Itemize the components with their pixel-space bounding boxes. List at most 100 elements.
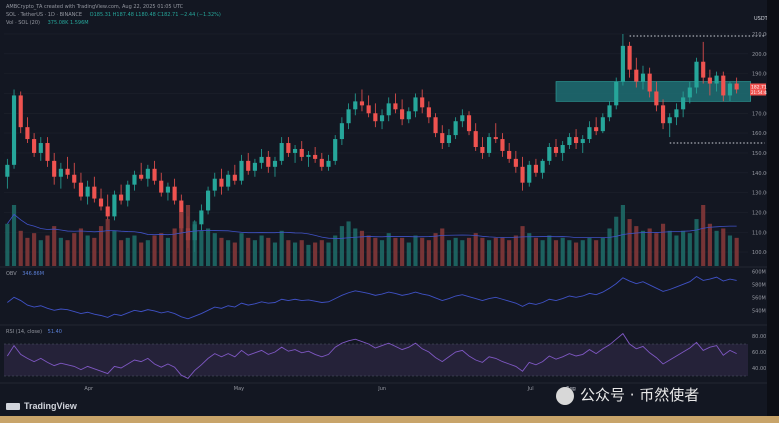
- candle-body: [125, 184, 130, 201]
- candle-body: [634, 69, 639, 82]
- volume-bar: [520, 226, 525, 266]
- rsi-tick-label: 80.00: [752, 334, 766, 340]
- volume-bar: [701, 205, 706, 266]
- volume-bar: [165, 237, 171, 266]
- candle-body: [547, 146, 552, 161]
- volume-bar: [426, 240, 431, 266]
- volume-legend[interactable]: Vol · SOL (20) 375.08K 1.596M: [6, 20, 89, 26]
- candle-body: [85, 186, 90, 197]
- volume-bar: [393, 237, 398, 266]
- candle-body: [654, 91, 659, 106]
- candle-body: [205, 190, 211, 211]
- rsi-line: [6, 332, 737, 379]
- candle-body: [286, 143, 291, 153]
- candle-body: [620, 45, 625, 82]
- volume-bar: [400, 237, 405, 266]
- obv-tick-label: 540M: [752, 308, 766, 314]
- candle-body: [533, 164, 539, 173]
- candle-body: [386, 103, 391, 116]
- volume-bar: [466, 237, 472, 266]
- tradingview-brand: TradingView: [24, 401, 77, 411]
- price-tick-label: 150.00: [752, 151, 770, 157]
- volume-bar: [32, 233, 37, 266]
- candle-body: [92, 186, 97, 199]
- volume-bar: [446, 240, 452, 266]
- volume-bar: [654, 233, 659, 266]
- rsi-legend[interactable]: RSI (14, close) 51.40: [6, 329, 62, 335]
- obv-tick-label: 580M: [752, 282, 766, 288]
- volume-bar: [433, 233, 438, 266]
- volume-bar: [92, 237, 97, 266]
- candle-body: [159, 180, 164, 193]
- rsi-tick-label: 40.00: [752, 366, 766, 372]
- volume-bar: [185, 205, 191, 266]
- volume-bar: [667, 230, 672, 266]
- candle-body: [145, 168, 150, 179]
- volume-bar: [11, 205, 17, 266]
- volume-bar: [627, 219, 632, 266]
- volume-bar: [313, 242, 318, 266]
- candle-body: [38, 143, 43, 153]
- candle-body: [607, 105, 612, 118]
- obv-line: [7, 275, 737, 320]
- volume-bar: [366, 235, 371, 266]
- candle-body: [701, 61, 706, 78]
- candle-body: [473, 131, 478, 147]
- candle-body: [460, 115, 465, 122]
- volume-bar: [460, 240, 465, 266]
- candle-body: [560, 145, 565, 153]
- volume-bar: [513, 235, 518, 266]
- price-tick-label: 110.00: [752, 230, 770, 236]
- bottom-border: [0, 416, 779, 423]
- candle-body: [573, 137, 579, 144]
- rsi-value: 51.40: [47, 329, 62, 335]
- candle-body: [98, 198, 104, 207]
- volume-bar: [272, 242, 278, 266]
- volume-bar: [694, 219, 699, 266]
- candle-body: [259, 156, 264, 163]
- volume-bar: [420, 237, 425, 266]
- candle-body: [413, 97, 418, 112]
- volume-bar: [52, 226, 57, 266]
- candle-body: [139, 174, 144, 179]
- volume-bar: [239, 233, 244, 266]
- obv-pane: 540M 560M 580M 600M: [0, 266, 779, 320]
- tradingview-logo[interactable]: TradingView: [6, 401, 77, 411]
- candle-body: [727, 83, 733, 96]
- volume-bar: [286, 240, 291, 266]
- wechat-watermark: 公众号 · 币然使者: [556, 384, 699, 405]
- price-tick-label: 210.00: [752, 32, 770, 38]
- symbol-legend[interactable]: SOL · TetherUS · 1D · BINANCE O185.31 H1…: [6, 12, 221, 18]
- volume-bar: [306, 244, 311, 266]
- obv-legend[interactable]: OBV 346.86M: [6, 271, 44, 277]
- candle-body: [627, 45, 632, 70]
- volume-bar: [58, 237, 63, 266]
- volume-bar: [379, 240, 385, 266]
- last-price-value: 182.71: [751, 84, 767, 90]
- candle-body: [420, 97, 425, 108]
- candle-body: [246, 160, 251, 171]
- volume-bar: [246, 237, 251, 266]
- volume-bar: [299, 240, 304, 266]
- obv-value: 346.86M: [22, 271, 45, 277]
- volume-bar: [687, 233, 692, 266]
- volume-bar: [292, 242, 298, 266]
- candle-body: [667, 117, 672, 124]
- candle-body: [219, 178, 224, 187]
- candle-body: [32, 139, 37, 153]
- volume-bar: [727, 235, 733, 266]
- candle-body: [674, 109, 679, 118]
- volume-bar: [266, 237, 271, 266]
- rsi-label: RSI (14, close): [6, 329, 43, 335]
- candle-body: [520, 166, 525, 183]
- volume-bar: [38, 240, 43, 266]
- volume-bar: [734, 237, 739, 266]
- volume-bar: [587, 237, 592, 266]
- obv-label: OBV: [6, 271, 17, 277]
- volume-bar: [139, 242, 144, 266]
- volume-bar: [473, 233, 478, 266]
- volume-bar: [707, 223, 712, 266]
- volume-bar: [480, 237, 485, 266]
- candle-body: [306, 154, 311, 157]
